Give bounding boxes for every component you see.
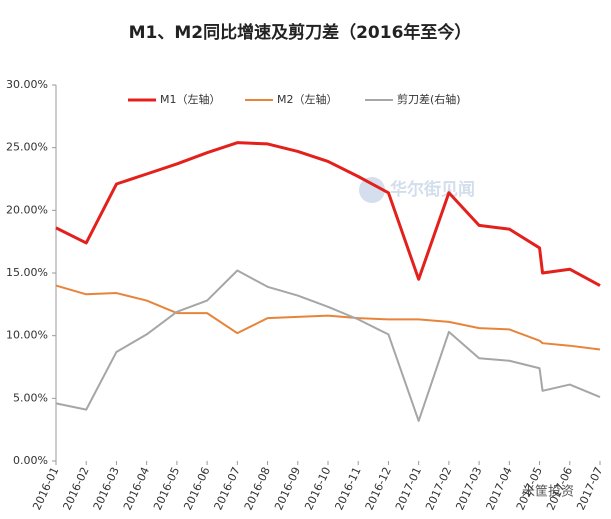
y-tick-label: 25.00% [6, 141, 48, 154]
y-tick-label: 30.00% [6, 78, 48, 91]
legend-label: 剪刀差(右轴) [397, 92, 461, 106]
x-tick-label: 2016-09 [272, 465, 303, 512]
legend-label: M2（左轴） [277, 92, 338, 106]
y-tick-label: 0.00% [13, 454, 48, 467]
watermark-icon [359, 177, 385, 203]
x-tick-label: 2016-08 [242, 465, 273, 512]
x-tick-label: 2016-11 [332, 465, 363, 512]
x-tick-label: 2017-07 [574, 465, 605, 512]
series-line [55, 141, 601, 287]
legend-label: M1（左轴） [160, 92, 221, 106]
x-tick-label: 2016-12 [363, 465, 394, 512]
y-tick-label: 5.00% [13, 391, 48, 404]
x-tick-label: 2017-03 [453, 465, 484, 512]
x-tick-label: 2016-05 [151, 465, 182, 512]
x-tick-label: 2016-06 [181, 465, 212, 512]
x-tick-label: 2017-04 [484, 465, 515, 512]
chart-title: M1、M2同比增速及剪刀差（2016年至今） [129, 22, 472, 43]
x-tick-label: 2016-04 [121, 465, 152, 512]
watermark: 米筐投资 [522, 484, 574, 500]
x-tick-label: 2017-01 [393, 465, 424, 512]
x-tick-label: 2016-01 [30, 465, 61, 512]
series-line [55, 284, 601, 351]
series-line [55, 269, 601, 422]
x-tick-label: 2016-02 [60, 465, 91, 512]
y-tick-label: 10.00% [6, 329, 48, 342]
x-tick-label: 2017-02 [423, 465, 454, 512]
y-tick-label: 15.00% [6, 266, 48, 279]
x-tick-label: 2016-07 [212, 465, 243, 512]
y-tick-label: 20.00% [6, 203, 48, 216]
x-tick-label: 2016-10 [302, 465, 333, 512]
watermark: 华尔街见闻 [390, 179, 475, 200]
x-tick-label: 2016-03 [91, 465, 122, 512]
